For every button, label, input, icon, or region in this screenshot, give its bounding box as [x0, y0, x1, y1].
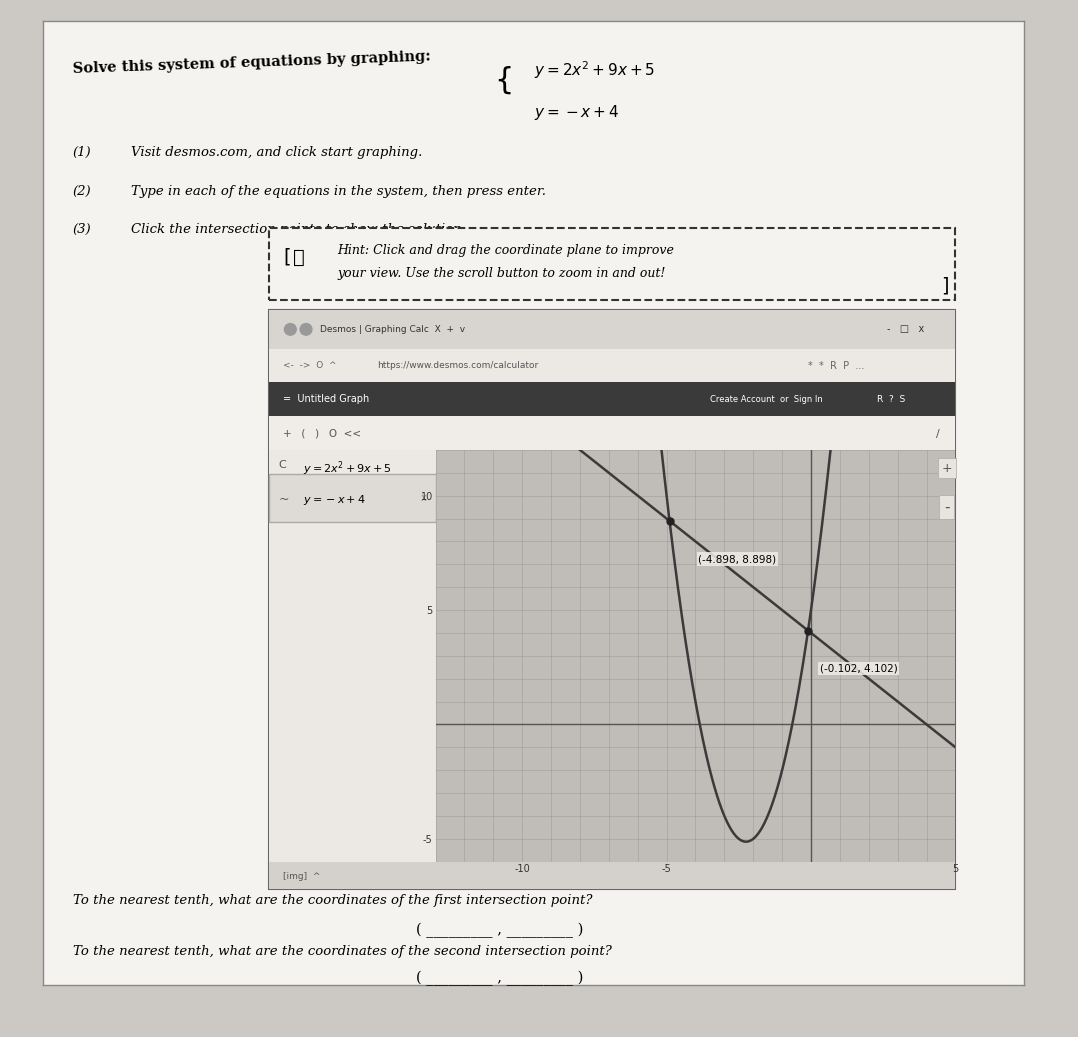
FancyBboxPatch shape: [268, 416, 955, 450]
Circle shape: [300, 324, 312, 335]
Text: ( _________ , _________ ): ( _________ , _________ ): [416, 971, 583, 986]
Text: *  *  R  P  ...: * * R P ...: [808, 361, 865, 371]
Text: [: [: [284, 248, 291, 267]
Text: Click the intersection points to show the solution.: Click the intersection points to show th…: [132, 223, 467, 236]
Text: $y = 2x^2 + 9x + 5$: $y = 2x^2 + 9x + 5$: [303, 459, 392, 478]
Text: To the nearest tenth, what are the coordinates of the first intersection point?: To the nearest tenth, what are the coord…: [72, 894, 592, 906]
Text: Desmos | Graphing Calc  X  +  v: Desmos | Graphing Calc X + v: [320, 325, 465, 334]
Text: +   (   )   O  <<: + ( ) O <<: [284, 428, 361, 439]
Text: $y = -x + 4$: $y = -x + 4$: [303, 494, 365, 507]
Text: Type in each of the equations in the system, then press enter.: Type in each of the equations in the sys…: [132, 185, 547, 198]
Text: Solve this system of equations by graphing:: Solve this system of equations by graphi…: [72, 50, 431, 76]
Text: (-0.102, 4.102): (-0.102, 4.102): [819, 664, 897, 674]
Text: Create Account  or  Sign In: Create Account or Sign In: [710, 395, 823, 403]
Text: 🤚: 🤚: [293, 248, 305, 267]
Text: (3): (3): [72, 223, 92, 236]
FancyBboxPatch shape: [268, 310, 955, 348]
Text: $y = 2x^2 + 9x + 5$: $y = 2x^2 + 9x + 5$: [534, 59, 655, 81]
Text: [img]  ^: [img] ^: [284, 872, 321, 880]
Text: ~: ~: [278, 494, 289, 506]
Text: -   □   x: - □ x: [887, 325, 924, 334]
Text: (2): (2): [72, 185, 92, 198]
Text: C: C: [278, 459, 287, 470]
Text: To the nearest tenth, what are the coordinates of the second intersection point?: To the nearest tenth, what are the coord…: [72, 945, 611, 957]
FancyBboxPatch shape: [268, 862, 955, 889]
FancyBboxPatch shape: [268, 383, 955, 416]
FancyBboxPatch shape: [268, 348, 955, 383]
Text: ( _________ , _________ ): ( _________ , _________ ): [416, 923, 583, 937]
Text: R  ?  S: R ? S: [877, 395, 906, 403]
Text: $\{$: $\{$: [495, 64, 512, 95]
Text: your view. Use the scroll button to zoom in and out!: your view. Use the scroll button to zoom…: [337, 267, 666, 280]
FancyBboxPatch shape: [436, 450, 955, 862]
Text: (-4.898, 8.898): (-4.898, 8.898): [699, 554, 776, 564]
Text: =  Untitled Graph: = Untitled Graph: [284, 394, 370, 404]
Circle shape: [285, 324, 296, 335]
FancyBboxPatch shape: [268, 228, 955, 301]
FancyBboxPatch shape: [268, 450, 436, 889]
Text: $y = -x + 4$: $y = -x + 4$: [534, 103, 619, 121]
Text: +: +: [941, 461, 952, 475]
Text: -: -: [944, 500, 950, 514]
Text: /: /: [936, 428, 940, 439]
Text: ]: ]: [941, 277, 949, 296]
Text: Visit desmos.com, and click start graphing.: Visit desmos.com, and click start graphi…: [132, 146, 423, 159]
FancyBboxPatch shape: [268, 310, 955, 889]
Text: x: x: [420, 494, 427, 503]
Text: <-  ->  O  ^: <- -> O ^: [284, 362, 337, 370]
Text: Hint: Click and drag the coordinate plane to improve: Hint: Click and drag the coordinate plan…: [337, 244, 675, 257]
Text: https://www.desmos.com/calculator: https://www.desmos.com/calculator: [376, 362, 538, 370]
FancyBboxPatch shape: [268, 474, 436, 523]
Text: (1): (1): [72, 146, 92, 159]
